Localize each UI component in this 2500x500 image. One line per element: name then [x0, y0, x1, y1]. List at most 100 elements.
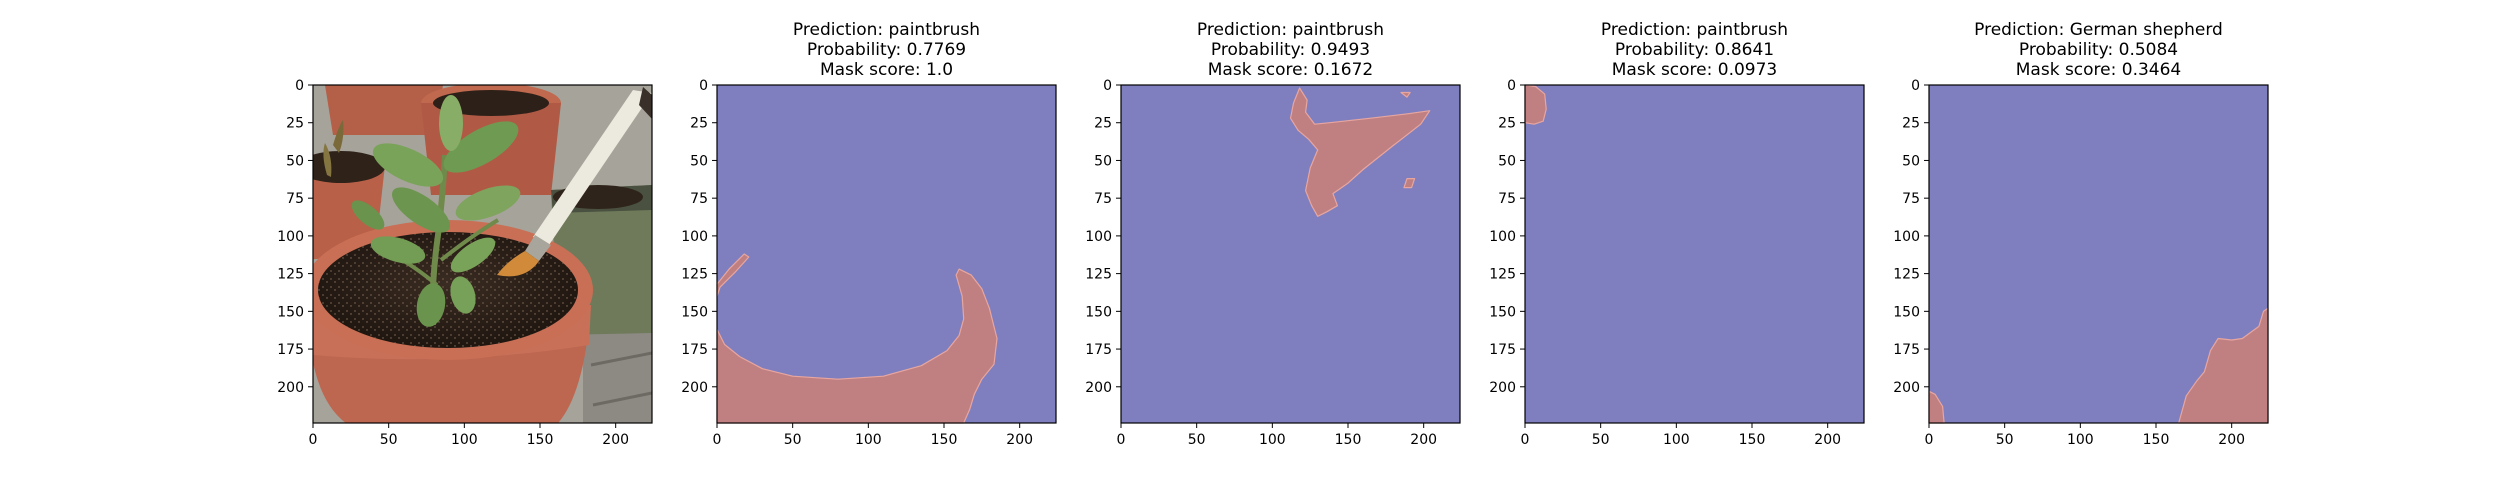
- panel-mask-4: [1928, 84, 2269, 424]
- panel-mask-2: [1120, 84, 1461, 424]
- y-tick-label: 25: [1498, 116, 1516, 132]
- y-tick-label: 100: [681, 229, 708, 245]
- y-tick-label: 175: [1893, 342, 1920, 358]
- y-tick-label: 125: [681, 267, 708, 283]
- mask-region-1: [1524, 84, 1547, 125]
- panel-title-line: Probability: 0.9493: [1211, 40, 1370, 60]
- x-tick-label: 0: [1117, 432, 1126, 448]
- mask-region-2: [1403, 177, 1416, 189]
- y-tick-label: 25: [286, 116, 304, 132]
- x-tick-label: 200: [602, 432, 629, 448]
- y-tick-label: 200: [1489, 380, 1516, 396]
- y-tick-label: 125: [1489, 267, 1516, 283]
- panel-photo: [312, 84, 653, 424]
- x-tick-label: 50: [1188, 432, 1206, 448]
- y-tick-label: 125: [277, 267, 304, 283]
- mask-background: [1525, 85, 1864, 423]
- x-tick-label: 100: [2067, 432, 2094, 448]
- x-tick-label: 100: [1259, 432, 1286, 448]
- mask-frame: [716, 84, 1057, 424]
- panel-mask-3: [1524, 84, 1865, 424]
- panel-title-line: Prediction: German shepherd: [1974, 20, 2223, 40]
- y-tick-label: 200: [1893, 380, 1920, 396]
- panel-title-line: Mask score: 0.3464: [2016, 60, 2181, 80]
- x-tick-label: 50: [380, 432, 398, 448]
- y-tick-label: 0: [295, 78, 304, 94]
- y-tick-label: 175: [1085, 342, 1112, 358]
- y-tick-label: 50: [690, 153, 708, 169]
- x-tick-label: 150: [1335, 432, 1362, 448]
- panel-mask-1: [716, 84, 1057, 424]
- y-tick-label: 75: [286, 191, 304, 207]
- y-tick-label: 200: [277, 380, 304, 396]
- photo-frame: [312, 84, 653, 424]
- y-tick-label: 75: [1902, 191, 1920, 207]
- x-tick-label: 150: [2143, 432, 2170, 448]
- y-tick-label: 150: [1489, 304, 1516, 320]
- y-tick-label: 50: [286, 153, 304, 169]
- y-tick-label: 100: [1893, 229, 1920, 245]
- panel-title-line: Prediction: paintbrush: [1197, 20, 1384, 40]
- y-tick-label: 125: [1893, 267, 1920, 283]
- mask-background: [717, 85, 1056, 423]
- y-tick-label: 150: [277, 304, 304, 320]
- x-tick-label: 100: [855, 432, 882, 448]
- x-tick-label: 50: [1592, 432, 1610, 448]
- axes-panel-5: Prediction: German shepherdProbability: …: [1893, 20, 2245, 448]
- y-tick-label: 0: [1507, 78, 1516, 94]
- y-tick-label: 0: [699, 78, 708, 94]
- y-tick-label: 100: [277, 229, 304, 245]
- panel-title-line: Prediction: paintbrush: [793, 20, 980, 40]
- mask-frame: [1524, 84, 1865, 424]
- x-tick-label: 0: [713, 432, 722, 448]
- x-tick-label: 200: [2218, 432, 2245, 448]
- y-tick-label: 175: [681, 342, 708, 358]
- mask-region-1: [716, 268, 998, 424]
- x-tick-label: 0: [1521, 432, 1530, 448]
- y-tick-label: 175: [277, 342, 304, 358]
- photo-image: [313, 85, 652, 423]
- y-tick-label: 25: [1094, 116, 1112, 132]
- x-tick-label: 50: [1996, 432, 2014, 448]
- y-tick-label: 75: [690, 191, 708, 207]
- mask-region-3: [1400, 91, 1411, 98]
- x-tick-label: 100: [451, 432, 478, 448]
- panel-title-line: Probability: 0.5084: [2019, 40, 2178, 60]
- mask-region-1: [1289, 87, 1431, 217]
- x-tick-label: 150: [1739, 432, 1766, 448]
- mask-background: [1121, 85, 1460, 423]
- x-tick-label: 200: [1814, 432, 1841, 448]
- y-tick-label: 75: [1094, 191, 1112, 207]
- y-tick-label: 175: [1489, 342, 1516, 358]
- y-tick-label: 0: [1103, 78, 1112, 94]
- panel-title-line: Mask score: 1.0: [820, 60, 953, 80]
- y-tick-label: 50: [1094, 153, 1112, 169]
- y-tick-label: 150: [1893, 304, 1920, 320]
- y-tick-label: 150: [1085, 304, 1112, 320]
- y-tick-label: 50: [1498, 153, 1516, 169]
- y-tick-label: 25: [690, 116, 708, 132]
- mask-frame: [1928, 84, 2269, 424]
- x-tick-label: 150: [931, 432, 958, 448]
- y-tick-label: 200: [681, 380, 708, 396]
- axes-panel-1: 0 50 100 150 200 0 25 50 75 100 125 150 175 200: [277, 78, 629, 448]
- y-tick-label: 50: [1902, 153, 1920, 169]
- x-tick-label: 50: [784, 432, 802, 448]
- y-tick-label: 200: [1085, 380, 1112, 396]
- y-tick-label: 75: [1498, 191, 1516, 207]
- y-tick-label: 25: [1902, 116, 1920, 132]
- y-tick-label: 100: [1489, 229, 1516, 245]
- y-tick-label: 0: [1911, 78, 1920, 94]
- y-tick-label: 100: [1085, 229, 1112, 245]
- x-tick-label: 150: [527, 432, 554, 448]
- panel-title-line: Probability: 0.8641: [1615, 40, 1774, 60]
- mask-frame: [1120, 84, 1461, 424]
- axes-layer: 0 50 100 150 2000255075100125150175200Predic…: [277, 20, 2245, 448]
- x-tick-label: 200: [1410, 432, 1437, 448]
- panel-title-line: Probability: 0.7769: [807, 40, 966, 60]
- panel-title-line: Mask score: 0.1672: [1208, 60, 1373, 80]
- x-tick-label: 100: [1663, 432, 1690, 448]
